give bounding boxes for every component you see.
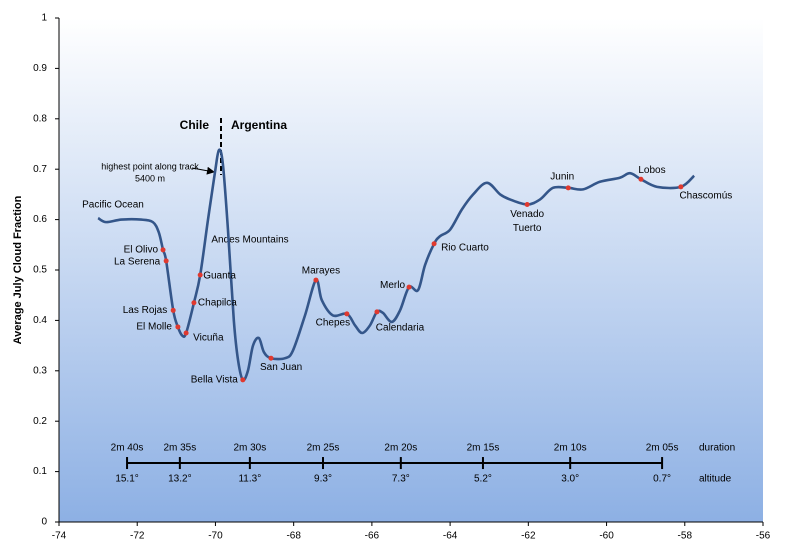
- y-axis-label: Average July Cloud Fraction: [12, 195, 24, 344]
- point: [344, 311, 350, 317]
- point-label: San Juan: [260, 362, 302, 373]
- x-tick-label: -74: [52, 531, 67, 542]
- point: [431, 241, 437, 247]
- point-label: Las Rojas: [123, 305, 167, 316]
- timeline-legend: altitude: [699, 474, 732, 485]
- y-tick-label: 0.4: [33, 315, 47, 326]
- duration-label: 2m 10s: [554, 443, 587, 454]
- arrow: [191, 166, 215, 175]
- altitude-label: 13.2°: [168, 474, 191, 485]
- point-label: Merlo: [380, 280, 405, 291]
- y-tick-label: 0: [41, 517, 47, 528]
- point: [524, 201, 530, 207]
- duration-label: 2m 05s: [646, 443, 679, 454]
- y-tick-label: 0.5: [33, 265, 47, 276]
- y-tick-label: 1: [41, 13, 47, 24]
- annotation: Pacific Ocean: [82, 200, 144, 211]
- point: [170, 307, 176, 313]
- point-label: La Serena: [114, 257, 161, 268]
- point-label-box: Venado Tuerto: [510, 209, 545, 235]
- altitude-label: 0.7°: [653, 474, 671, 485]
- point-label: Rio Cuarto: [441, 242, 489, 253]
- y-tick-label: 0.2: [33, 416, 47, 427]
- point: [268, 355, 274, 361]
- point-label: Marayes: [302, 266, 340, 277]
- altitude-label: 9.3°: [314, 474, 332, 485]
- point: [163, 258, 169, 264]
- y-tick-label: 0.9: [33, 63, 47, 74]
- x-tick-label: -66: [365, 531, 380, 542]
- annotation: Andes Mountains: [211, 235, 288, 246]
- point-label: Bella Vista: [191, 375, 239, 386]
- x-tick-label: -62: [521, 531, 536, 542]
- point-label: Chepes: [316, 317, 350, 328]
- duration-label: 2m 40s: [111, 443, 144, 454]
- point-label: Guanta: [203, 271, 236, 282]
- x-tick-label: -72: [130, 531, 145, 542]
- duration-label: 2m 15s: [467, 443, 500, 454]
- x-tick-label: -68: [286, 531, 301, 542]
- point-label: Venado Tuerto: [510, 209, 545, 235]
- point: [638, 176, 644, 182]
- point: [183, 330, 189, 336]
- point-label: Chapilca: [198, 297, 237, 308]
- annotation: Chile: [180, 118, 210, 132]
- altitude-label: 5.2°: [474, 474, 492, 485]
- point-label: El Molle: [136, 322, 172, 333]
- annotation: 5400 m: [135, 173, 165, 183]
- x-tick-label: -58: [678, 531, 693, 542]
- point: [313, 277, 319, 283]
- x-tick-label: -60: [599, 531, 614, 542]
- x-tick-label: -56: [756, 531, 771, 542]
- duration-label: 2m 35s: [163, 443, 196, 454]
- x-tick-label: -70: [208, 531, 223, 542]
- data-line: [97, 148, 696, 382]
- altitude-label: 3.0°: [561, 474, 579, 485]
- point: [678, 184, 684, 190]
- point-label: Junin: [550, 171, 574, 182]
- y-tick-label: 0.1: [33, 466, 47, 477]
- altitude-label: 11.3°: [238, 474, 261, 485]
- point: [160, 247, 166, 253]
- point-label: Vicuña: [193, 333, 224, 344]
- point: [175, 324, 181, 330]
- point-label: Chascomús: [679, 190, 732, 201]
- y-tick-label: 0.6: [33, 214, 47, 225]
- annotation: highest point along track: [101, 161, 199, 171]
- point-label: Lobos: [638, 165, 665, 176]
- y-tick-label: 0.3: [33, 365, 47, 376]
- altitude-label: 15.1°: [115, 474, 138, 485]
- point: [191, 300, 197, 306]
- y-tick-label: 0.8: [33, 113, 47, 124]
- point: [374, 309, 380, 315]
- point-label: El Olivo: [124, 244, 159, 255]
- annotation: Argentina: [231, 118, 287, 132]
- duration-label: 2m 20s: [384, 443, 417, 454]
- duration-label: 2m 25s: [307, 443, 340, 454]
- point: [240, 377, 246, 383]
- point: [197, 272, 203, 278]
- point: [565, 185, 571, 191]
- y-tick-label: 0.7: [33, 164, 47, 175]
- timeline-legend: duration: [699, 443, 735, 454]
- plot-background: [59, 18, 763, 522]
- duration-label: 2m 30s: [233, 443, 266, 454]
- altitude-label: 7.3°: [392, 474, 410, 485]
- point: [406, 284, 412, 290]
- x-tick-label: -64: [443, 531, 458, 542]
- point-label: Calendaria: [376, 322, 425, 333]
